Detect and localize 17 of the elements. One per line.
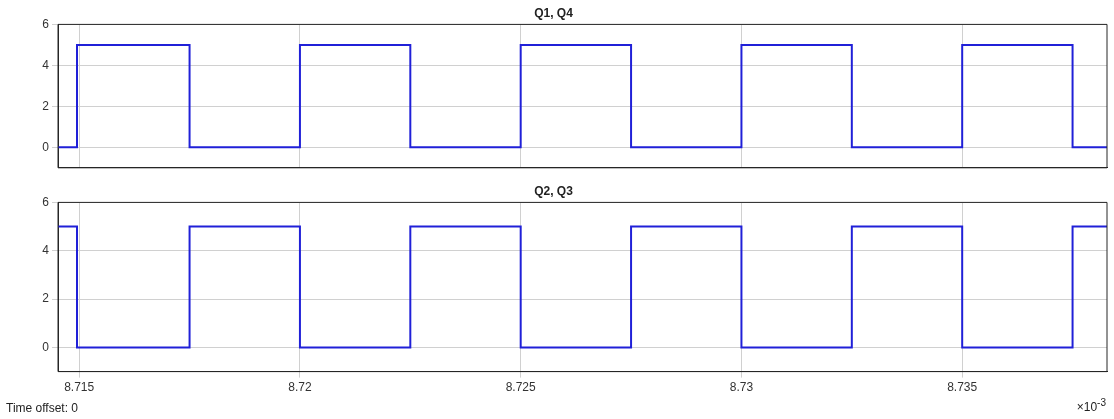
y-tick-label: 4	[42, 57, 50, 72]
y-tick-label: 2	[42, 98, 50, 113]
text: Time offset: 0	[6, 401, 79, 415]
x-tick-label: 8.725	[505, 380, 537, 395]
y-tick-label: 0	[42, 139, 50, 154]
text: ×10$^{-3}$	[1076, 397, 1106, 414]
x-tick-label: 8.72	[288, 380, 312, 395]
y-tick-label: 2	[42, 291, 50, 306]
y-tick-label: 4	[42, 243, 50, 258]
x-tick-label: 8.735	[947, 380, 978, 395]
y-tick-label: 0	[42, 339, 50, 354]
y-tick-label: 6	[42, 194, 50, 209]
x-tick-label: 8.715	[64, 380, 95, 395]
chart-title: Q1, Q4	[534, 5, 574, 20]
chart-title: Q2, Q3	[534, 183, 574, 198]
x-tick-label: 8.73	[729, 380, 754, 395]
y-tick-label: 6	[42, 16, 50, 31]
